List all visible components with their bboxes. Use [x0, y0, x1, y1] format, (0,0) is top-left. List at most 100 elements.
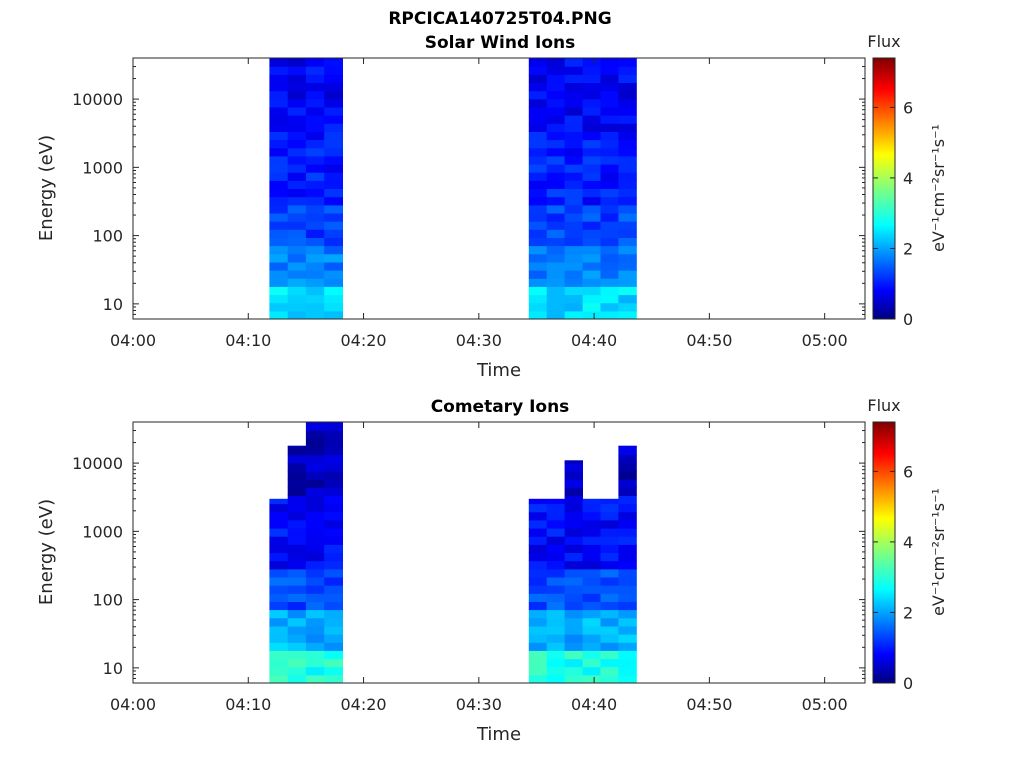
x-tick-label: 04:20: [340, 695, 386, 714]
spectrogram-cell: [305, 310, 325, 320]
spectrogram-cell: [287, 106, 307, 116]
spectrogram-cell: [564, 221, 583, 230]
x-tick-label: 05:00: [802, 695, 848, 714]
spectrogram-cell: [600, 245, 619, 255]
spectrogram-cell: [287, 609, 307, 619]
spectrogram-cell: [305, 454, 325, 464]
spectrogram-cell: [528, 270, 548, 279]
spectrogram-cell: [324, 617, 343, 627]
spectrogram-cell: [600, 511, 619, 521]
spectrogram-cell: [564, 82, 583, 92]
spectrogram-cell: [324, 577, 343, 586]
spectrogram-cell: [546, 498, 566, 505]
spectrogram-cell: [528, 82, 548, 92]
spectrogram-cell: [269, 90, 289, 100]
spectrogram-cell: [546, 658, 566, 668]
spectrogram-cell: [269, 568, 289, 578]
spectrogram-cell: [324, 560, 343, 570]
x-tick-label: 04:10: [225, 695, 271, 714]
spectrogram-cell: [287, 642, 307, 651]
spectrogram-cell: [269, 642, 289, 651]
spectrogram-cell: [528, 213, 548, 222]
spectrogram-cell: [546, 213, 566, 222]
spectrogram-cell: [600, 66, 619, 75]
spectrogram-cell: [582, 617, 601, 627]
spectrogram-cell: [287, 82, 307, 92]
spectrogram-cell: [528, 552, 548, 562]
spectrogram-cell: [269, 666, 289, 676]
spectrogram-cell: [618, 642, 637, 651]
spectrogram-cell: [324, 155, 343, 165]
spectrogram-cell: [582, 221, 601, 230]
spectrogram-cell: [528, 237, 548, 247]
spectrogram-cell: [564, 237, 583, 247]
spectrogram-cell: [546, 66, 566, 75]
spectrogram-cell: [287, 261, 307, 271]
spectrogram-cell: [528, 593, 548, 602]
spectrogram-cell: [600, 196, 619, 206]
spectrogram-cell: [564, 544, 583, 553]
spectrogram-cell: [287, 229, 307, 238]
spectrogram-cell: [618, 204, 637, 214]
spectrogram-cell: [582, 650, 601, 660]
spectrogram-cell: [528, 196, 548, 206]
spectrogram-cell: [324, 634, 343, 643]
spectrogram-cell: [324, 180, 343, 189]
spectrogram-cell: [564, 462, 583, 472]
spectrogram-cell: [582, 155, 601, 165]
spectrogram-cell: [305, 674, 325, 684]
spectrogram-cell: [582, 503, 601, 513]
spectrogram-cell: [269, 245, 289, 255]
spectrogram-cell: [582, 601, 601, 611]
spectrogram-cell: [546, 188, 566, 198]
spectrogram-cell: [269, 310, 289, 320]
spectrogram-cell: [582, 511, 601, 521]
spectrogram-cell: [287, 634, 307, 643]
colorbar-tick-label: 0: [903, 310, 913, 329]
spectrogram-cell: [287, 454, 307, 464]
spectrogram-cell: [582, 609, 601, 619]
spectrogram-cell: [269, 221, 289, 230]
colorbar-tick-label: 6: [903, 98, 913, 117]
spectrogram-cell: [618, 82, 637, 92]
spectrogram-cell: [546, 155, 566, 165]
spectrogram-cell: [564, 503, 583, 513]
spectrogram-cell: [324, 98, 343, 108]
spectrogram-cell: [582, 577, 601, 586]
spectrogram-cell: [269, 560, 289, 570]
spectrogram-cell: [600, 155, 619, 165]
spectrogram-cell: [582, 528, 601, 537]
spectrogram-cell: [287, 278, 307, 287]
spectrogram-cell: [287, 593, 307, 602]
spectrogram-cell: [324, 446, 343, 456]
spectrogram-cell: [269, 261, 289, 271]
spectrogram-cell: [324, 642, 343, 651]
spectrogram-cell: [546, 519, 566, 529]
spectrogram-cell: [269, 180, 289, 189]
spectrogram-cell: [324, 294, 343, 304]
colorbar: [872, 57, 896, 320]
spectrogram-cell: [324, 658, 343, 668]
spectrogram-cell: [582, 106, 601, 116]
spectrogram-cell: [305, 593, 325, 602]
spectrogram-cell: [618, 552, 637, 562]
spectrogram-cell: [324, 172, 343, 181]
spectrogram-cell: [564, 487, 583, 496]
spectrogram-cell: [618, 188, 637, 198]
spectrogram-cell: [287, 237, 307, 247]
spectrogram-cell: [269, 511, 289, 521]
spectrogram-cell: [287, 180, 307, 189]
spectrogram-cell: [582, 237, 601, 247]
spectrogram-cell: [564, 470, 583, 480]
spectrogram-cell: [528, 115, 548, 124]
spectrogram-cell: [618, 123, 637, 132]
spectrogram-cell: [269, 625, 289, 635]
spectrogram-cell: [324, 237, 343, 247]
spectrogram-cell: [269, 58, 289, 67]
spectrogram-cell: [564, 245, 583, 255]
spectrogram-cell: [287, 253, 307, 263]
spectrogram-cell: [564, 568, 583, 578]
spectrogram-cell: [324, 625, 343, 635]
spectrogram-cell: [269, 74, 289, 83]
spectrogram-cell: [564, 666, 583, 676]
